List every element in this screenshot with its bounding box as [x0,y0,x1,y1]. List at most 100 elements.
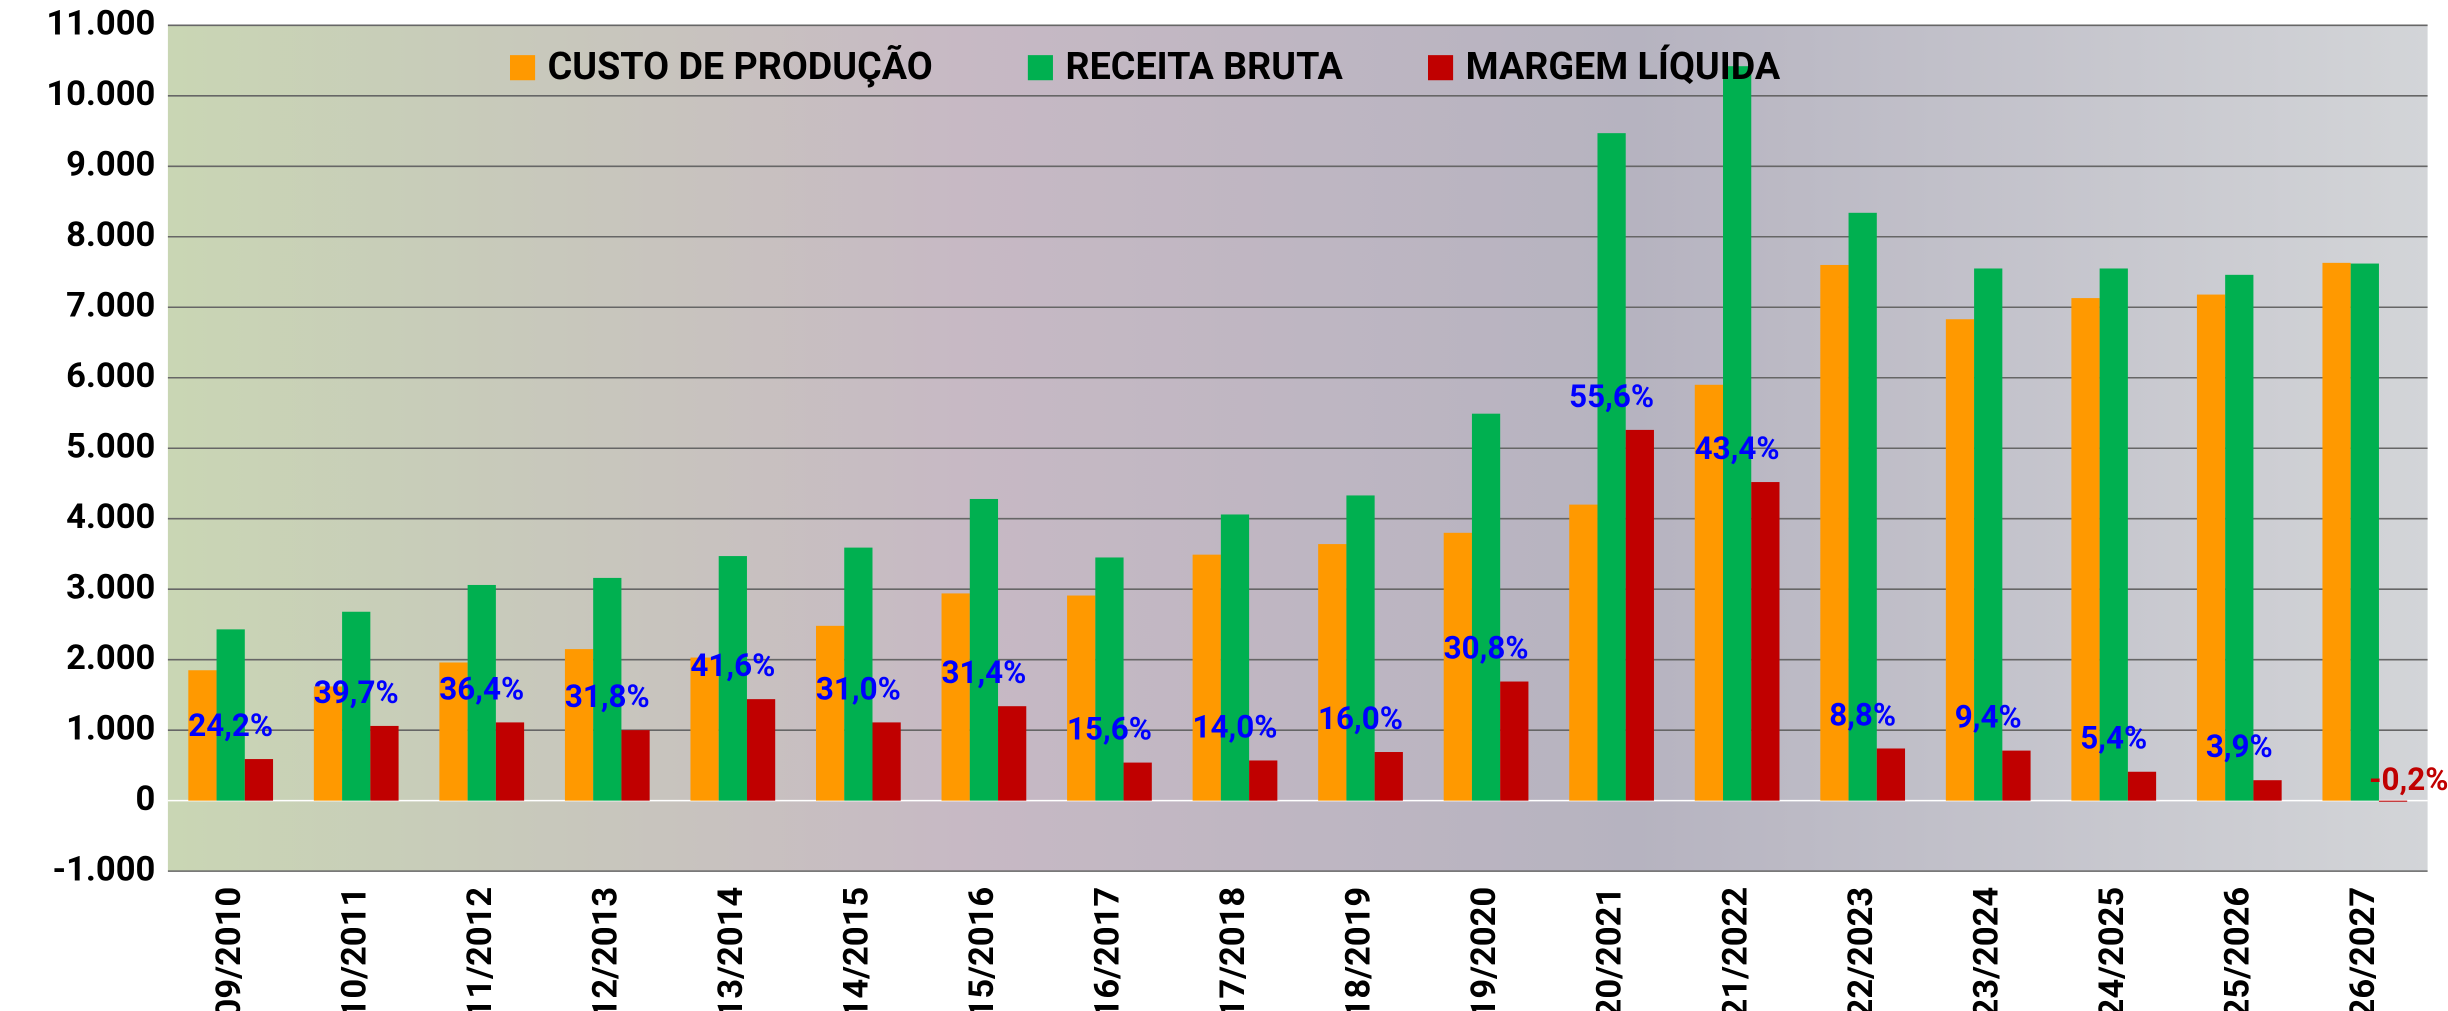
data-label: 43,4% [1695,430,1780,467]
bar [1625,429,1654,801]
y-tick-label: 1.000 [66,708,155,748]
bar [1192,554,1221,801]
bar [2378,800,2408,802]
y-tick-label: 7.000 [66,285,155,325]
data-label: 14,0% [1193,708,1278,745]
bar [439,662,468,801]
data-label: 31,4% [941,654,1026,691]
data-label: 39,7% [314,674,399,711]
x-tick-label: 2016/2017 [1088,887,1128,1011]
data-label: 31,8% [565,678,650,715]
y-tick-label: 11.000 [46,3,155,43]
x-tick-label: 2012/2013 [585,887,625,1011]
bar [2099,268,2128,801]
bar [998,706,1027,801]
legend-swatch [1027,55,1053,81]
x-tick-label: 2010/2011 [334,887,374,1011]
bar [1443,532,1472,801]
bar [621,730,650,801]
bar [1820,264,1849,801]
bar [844,547,873,801]
data-label: -0,2% [2369,761,2448,798]
legend-swatch [510,55,536,81]
y-tick-label: 10.000 [46,74,155,114]
legend-swatch [1428,55,1454,81]
bar [2127,771,2157,801]
x-tick-label: 2022/2023 [1841,887,1881,1011]
x-tick-label: 2017/2018 [1213,887,1253,1011]
x-tick-label: 2013/2014 [711,887,751,1011]
bar [969,498,999,801]
y-tick-label: 0 [136,779,156,819]
data-label: 16,0% [1318,700,1403,737]
bar [313,686,343,801]
bar [2253,780,2282,801]
data-label: 3,9% [2206,728,2273,765]
bar [1500,681,1529,801]
bar [1123,762,1152,801]
x-tick-label: 2025/2026 [2217,887,2257,1011]
bar [1095,557,1124,801]
bar [1751,482,1780,801]
data-label: 30,8% [1444,629,1529,666]
x-tick-label: 2020/2021 [1590,887,1630,1011]
y-tick-label: 6.000 [66,356,155,396]
data-label: 9,4% [1955,699,2022,736]
bar [564,649,594,801]
legend-label: MARGEM LÍQUIDA [1466,45,1781,89]
bar [1249,760,1278,801]
bar [1067,595,1096,801]
bar [2002,750,2031,801]
bar [816,625,845,801]
bar [593,577,622,801]
data-label: 31,0% [816,670,901,707]
bar [2225,274,2254,801]
y-tick-label: 3.000 [66,567,155,607]
data-label: 8,8% [1829,696,1896,733]
bar [1569,504,1598,801]
bar [1220,514,1250,801]
y-tick-label: 5.000 [66,426,155,466]
x-tick-label: 2026/2027 [2343,887,2383,1011]
y-tick-label: 4.000 [66,497,155,537]
bar [2350,263,2379,801]
bar [1945,319,1975,801]
x-tick-label: 2015/2016 [962,887,1002,1011]
x-tick-label: 2024/2025 [2092,887,2132,1011]
data-label: 36,4% [439,670,524,707]
bar [495,722,525,801]
bar [216,629,245,801]
bar [1346,495,1375,801]
data-label: 24,2% [188,707,273,744]
bar [746,699,776,801]
y-tick-label: -1.000 [53,849,156,889]
bar [2071,298,2100,801]
bar [1374,752,1403,801]
bar [244,759,274,801]
data-label: 5,4% [2080,720,2147,757]
x-tick-label: 2023/2024 [1966,887,2006,1011]
bar [2322,262,2351,801]
legend-label: RECEITA BRUTA [1066,45,1344,89]
y-tick-label: 9.000 [66,144,155,184]
x-tick-label: 2018/2019 [1339,887,1379,1011]
bar [718,556,747,801]
bar [1694,384,1724,801]
bar [342,611,371,801]
bar [370,725,399,801]
x-tick-label: 2011/2012 [460,887,500,1011]
bar [690,657,719,801]
x-tick-label: 2009/2010 [209,887,249,1011]
bar [1471,413,1501,801]
bar [1597,133,1626,801]
data-label: 15,6% [1067,710,1152,747]
data-label: 55,6% [1569,378,1654,415]
y-tick-label: 2.000 [66,638,155,678]
bar [872,722,901,801]
data-label: 41,6% [690,647,775,684]
x-tick-label: 2019/2020 [1464,887,1504,1011]
bar [1974,268,2003,801]
bar [188,670,217,801]
bar [1318,544,1347,801]
